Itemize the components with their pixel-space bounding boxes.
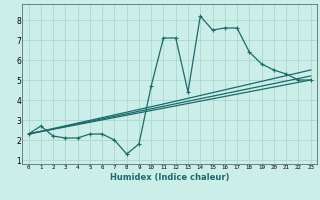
- X-axis label: Humidex (Indice chaleur): Humidex (Indice chaleur): [110, 173, 229, 182]
